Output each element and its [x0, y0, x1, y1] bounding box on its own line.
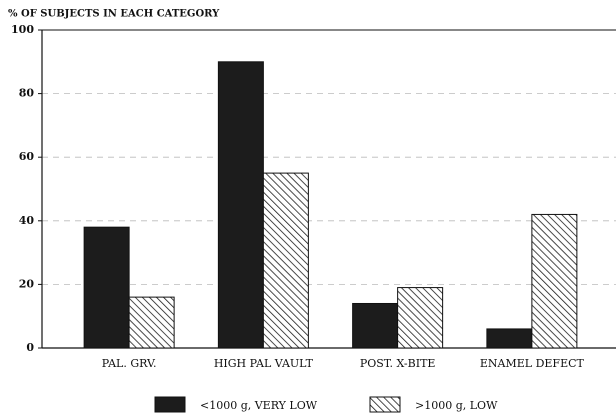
bar — [83, 226, 130, 349]
legend-label: <1000 g, VERY LOW — [200, 399, 318, 412]
legend-swatch — [369, 396, 401, 413]
y-axis-label: % OF SUBJECTS IN EACH CATEGORY — [8, 9, 220, 20]
bar — [128, 296, 175, 349]
y-tick-label: 80 — [19, 87, 35, 100]
x-tick-label: PAL. GRV. — [102, 357, 157, 370]
bar — [217, 61, 264, 349]
y-tick-label: 0 — [26, 341, 34, 354]
bar — [397, 287, 444, 349]
x-tick-label: POST. X-BITE — [360, 357, 436, 370]
y-tick-label: 20 — [19, 277, 35, 290]
y-tick-label: 40 — [19, 214, 35, 227]
y-tick-label: 60 — [19, 150, 35, 163]
y-tick-label: 100 — [11, 23, 34, 36]
bar — [486, 328, 533, 349]
legend-label: >1000 g, LOW — [415, 399, 498, 412]
x-tick-label: ENAMEL DEFECT — [480, 357, 585, 370]
legend-swatch — [154, 396, 186, 413]
bar — [531, 213, 578, 349]
bar — [352, 302, 399, 349]
bar — [262, 172, 309, 349]
x-tick-label: HIGH PAL VAULT — [214, 357, 314, 370]
